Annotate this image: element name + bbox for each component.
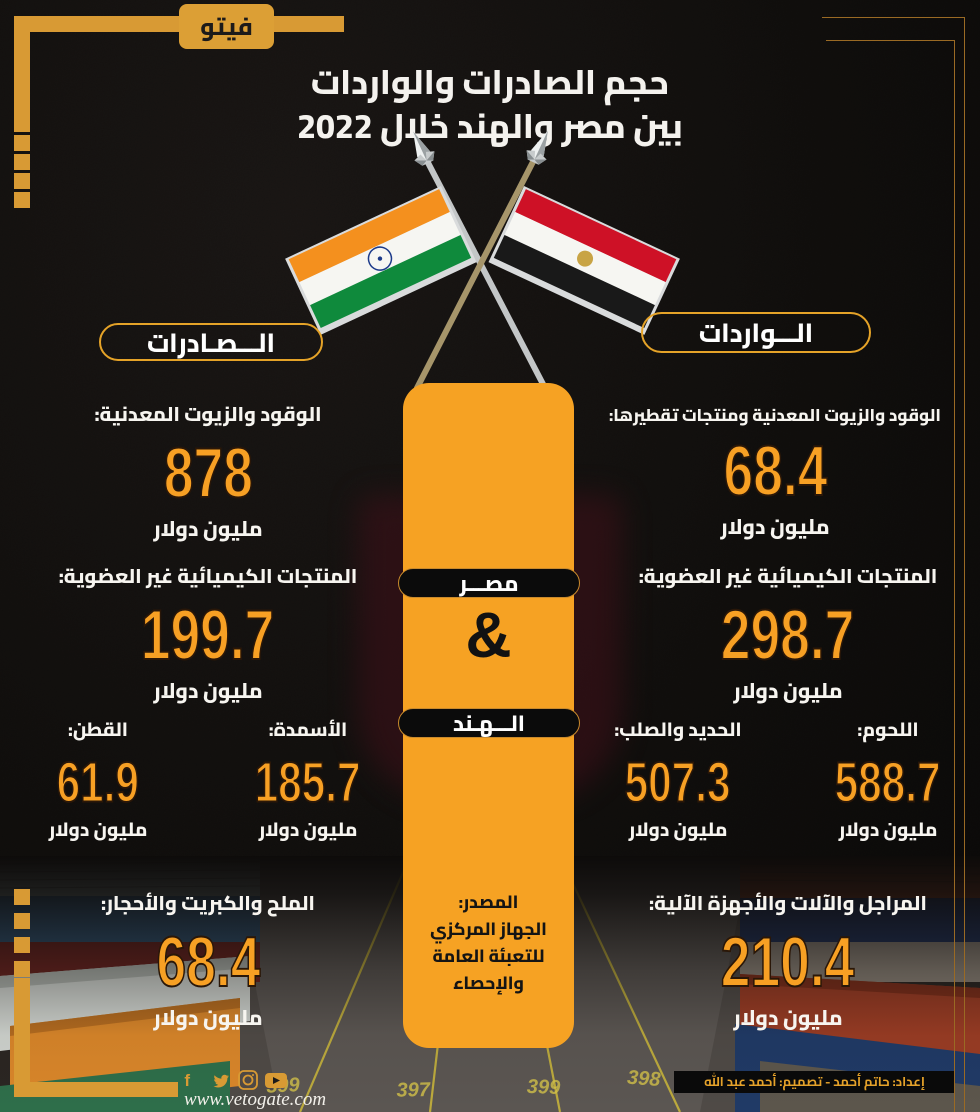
svg-text:f: f <box>184 1071 190 1090</box>
